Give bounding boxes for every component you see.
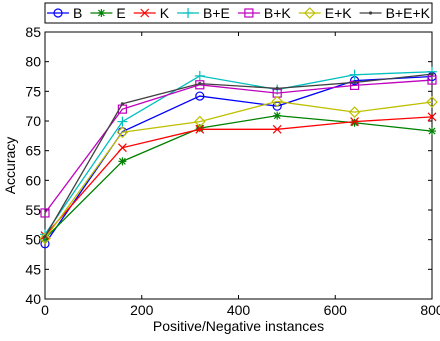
legend-label: B+K (264, 5, 292, 21)
series-line-e (44, 115, 433, 239)
y-tick-label: 70 (25, 113, 41, 129)
y-tick-label: 45 (25, 261, 41, 277)
legend-item-k: K (133, 5, 170, 21)
series-b-plus-k (40, 75, 437, 218)
data-point-k (350, 117, 360, 127)
series-e-plus-k (39, 95, 438, 245)
series-b-plus-e (40, 66, 437, 240)
series-line-b-plus-k (44, 79, 433, 214)
series-b (40, 71, 437, 249)
legend-marker (97, 9, 106, 17)
y-axis-label: Accuracy (2, 137, 18, 195)
legend-item-b: B (47, 5, 82, 21)
series-b-plus-e-plus-k (43, 72, 434, 239)
data-point-e-plus-k (116, 126, 129, 139)
legend-marker (53, 8, 63, 18)
series-line-k (44, 116, 433, 236)
series-line-e-plus-k (44, 100, 433, 239)
legend-marker (303, 7, 316, 19)
data-point-b-plus-e (117, 116, 128, 127)
data-point-e-plus-k (348, 106, 361, 118)
x-tick-label: 200 (130, 302, 154, 318)
data-point-b (272, 101, 282, 111)
data-point-e-plus-k (193, 115, 206, 128)
series-layer (39, 66, 438, 249)
data-point-e (118, 157, 127, 166)
y-tick-label: 85 (25, 24, 41, 40)
data-point-b-plus-e-plus-k (430, 72, 434, 76)
legend-label: K (160, 5, 170, 21)
legend-item-e-plus-k: E+K (298, 5, 353, 21)
data-point-e-plus-k (271, 95, 284, 108)
legend-marker (369, 11, 373, 15)
legend-marker (244, 8, 254, 18)
data-point-b-plus-e-plus-k (275, 86, 279, 90)
legend: B E K B+E B+K E+K B+E+K (44, 2, 433, 24)
y-tick-label: 65 (25, 143, 41, 159)
data-point-b-plus-e-plus-k (120, 102, 124, 106)
x-tick-label: 400 (227, 302, 251, 318)
data-point-b-plus-e-plus-k (353, 80, 357, 85)
legend-label: E (116, 5, 125, 21)
legend-item-b-plus-e: B+E (177, 5, 230, 21)
legend-label: B+E (203, 5, 230, 21)
series-k (40, 112, 437, 240)
legend-marker (183, 8, 194, 18)
data-point-e (195, 124, 204, 133)
series-line-b (44, 75, 433, 245)
legend-item-e: E (90, 5, 126, 21)
x-tick-label: 800 (420, 302, 440, 318)
x-tick-label: 600 (324, 302, 348, 318)
x-tick-label: 0 (41, 302, 49, 318)
data-point-k (117, 143, 127, 153)
data-point-b-plus-k (427, 75, 437, 85)
data-point-k (195, 124, 205, 134)
data-point-b-plus-e (349, 69, 360, 80)
axis-ticks: 0 200 400 600 800 40 45 50 55 60 65 70 75 80 85 (25, 24, 440, 318)
data-point-e (350, 118, 359, 127)
legend-label: B+E+K (386, 5, 431, 21)
legend-label: B (73, 5, 82, 21)
data-point-b-plus-e (194, 70, 205, 81)
data-point-k (272, 124, 282, 134)
y-tick-label: 75 (25, 83, 41, 99)
legend-item-b-plus-k: B+K (237, 5, 292, 21)
data-point-k (427, 112, 437, 122)
y-tick-label: 55 (25, 202, 41, 218)
legend-marker (140, 8, 150, 18)
data-point-b-plus-e-plus-k (43, 235, 47, 239)
legend-item-b-plus-e-plus-k: B+E+K (359, 5, 431, 21)
y-tick-label: 80 (25, 54, 41, 70)
data-point-e (273, 111, 282, 120)
y-tick-label: 50 (25, 232, 41, 248)
data-point-e (428, 127, 436, 136)
x-axis-label: Positive/Negative instances (153, 318, 324, 334)
y-tick-label: 60 (25, 172, 41, 188)
series-line-b-plus-e-plus-k (44, 73, 433, 238)
y-tick-label: 40 (25, 291, 41, 307)
plot-area (44, 31, 433, 300)
data-point-e-plus-k (426, 96, 438, 108)
data-point-e-plus-k (39, 232, 51, 245)
data-point-b-plus-k (40, 208, 50, 218)
data-point-b (195, 91, 205, 101)
series-line-b-plus-e (44, 71, 433, 235)
legend-label: E+K (325, 5, 353, 21)
data-point-b-plus-e-plus-k (198, 82, 202, 86)
series-e (41, 111, 436, 243)
